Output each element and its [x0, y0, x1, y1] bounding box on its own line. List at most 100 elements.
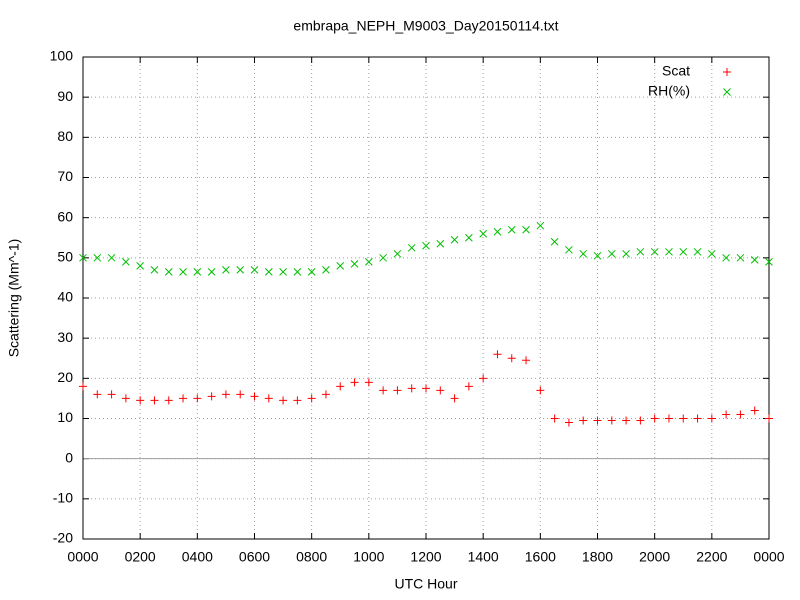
y-tick-label: 10 — [57, 409, 73, 425]
data-point — [279, 268, 287, 276]
data-point — [150, 396, 159, 405]
data-point — [179, 268, 187, 276]
data-point — [736, 253, 745, 262]
data-point — [636, 247, 645, 256]
data-point — [350, 378, 359, 387]
data-point — [722, 253, 730, 262]
y-tick-label: 30 — [57, 329, 73, 345]
data-point — [222, 266, 230, 274]
data-point — [565, 245, 573, 254]
data-point — [193, 268, 202, 276]
y-tick-label: 60 — [57, 208, 73, 224]
data-point — [693, 247, 702, 256]
data-point — [293, 268, 302, 276]
data-point — [564, 418, 573, 427]
data-point — [593, 416, 602, 425]
data-point — [536, 221, 545, 230]
y-tick-label: 70 — [57, 168, 73, 184]
y-tick-label: 100 — [50, 48, 74, 64]
y-tick-label: 0 — [65, 449, 73, 465]
data-point — [765, 257, 773, 266]
data-point — [279, 396, 288, 405]
x-tick-label: 0400 — [182, 549, 213, 565]
data-point — [422, 384, 430, 393]
data-point — [707, 414, 716, 423]
y-tick-label: -10 — [53, 490, 73, 506]
data-point — [236, 390, 245, 399]
x-tick-label: 0600 — [239, 549, 270, 565]
data-point — [221, 390, 230, 399]
data-point — [107, 253, 116, 262]
data-point — [107, 390, 116, 399]
data-point — [493, 227, 502, 236]
data-point — [679, 414, 688, 423]
data-point — [193, 394, 202, 403]
data-point — [607, 416, 616, 425]
y-tick-label: 20 — [57, 369, 73, 385]
data-point — [493, 350, 502, 359]
data-point — [393, 249, 402, 258]
data-point — [650, 414, 659, 423]
data-point — [379, 386, 388, 395]
x-tick-label: 1400 — [468, 549, 499, 565]
data-point — [307, 394, 316, 403]
data-point — [236, 266, 245, 274]
data-point — [550, 414, 559, 423]
legend-label: Scat — [662, 63, 690, 79]
data-point — [122, 257, 130, 266]
x-axis-label: UTC Hour — [394, 576, 457, 592]
data-point — [207, 268, 216, 276]
data-point — [79, 382, 87, 391]
x-tick-label: 1200 — [410, 549, 441, 565]
data-point — [636, 416, 645, 425]
legend-marker — [723, 88, 731, 96]
data-point — [665, 247, 673, 256]
data-point — [264, 268, 273, 276]
data-point — [693, 414, 702, 423]
data-point — [136, 396, 145, 405]
data-point — [307, 268, 316, 276]
data-point — [664, 414, 673, 423]
data-point — [322, 266, 330, 274]
data-point — [736, 410, 745, 419]
data-point — [765, 414, 773, 423]
y-tick-label: 50 — [57, 249, 73, 265]
data-point — [150, 266, 159, 274]
data-point — [250, 266, 259, 274]
y-tick-label: 40 — [57, 289, 73, 305]
data-point — [250, 392, 259, 401]
x-tick-label: 1600 — [525, 549, 556, 565]
data-point — [436, 239, 445, 248]
data-point — [579, 249, 588, 258]
y-tick-label: 80 — [57, 128, 73, 144]
data-point — [407, 384, 416, 393]
data-point — [679, 247, 688, 256]
data-point — [264, 394, 273, 403]
data-point — [522, 225, 530, 234]
data-point — [536, 386, 545, 395]
data-point — [164, 268, 173, 276]
data-point — [479, 229, 488, 238]
data-point — [750, 255, 759, 264]
data-point — [422, 241, 430, 250]
data-point — [164, 396, 173, 405]
data-point — [336, 382, 345, 391]
data-point — [450, 394, 459, 403]
data-point — [379, 253, 387, 262]
data-point — [179, 394, 188, 403]
data-point — [622, 416, 631, 425]
legend-label: RH(%) — [648, 83, 690, 99]
data-point — [407, 243, 416, 252]
data-point — [207, 392, 216, 401]
data-point — [450, 235, 459, 244]
data-point — [622, 249, 630, 258]
data-point — [465, 233, 473, 242]
data-point — [479, 374, 488, 383]
x-tick-label: 1000 — [353, 549, 384, 565]
x-tick-label: 2200 — [696, 549, 727, 565]
data-point — [321, 390, 330, 399]
chart-title: embrapa_NEPH_M9003_Day20150114.txt — [293, 18, 558, 34]
data-point — [293, 396, 302, 405]
x-tick-label: 0000 — [753, 549, 784, 565]
